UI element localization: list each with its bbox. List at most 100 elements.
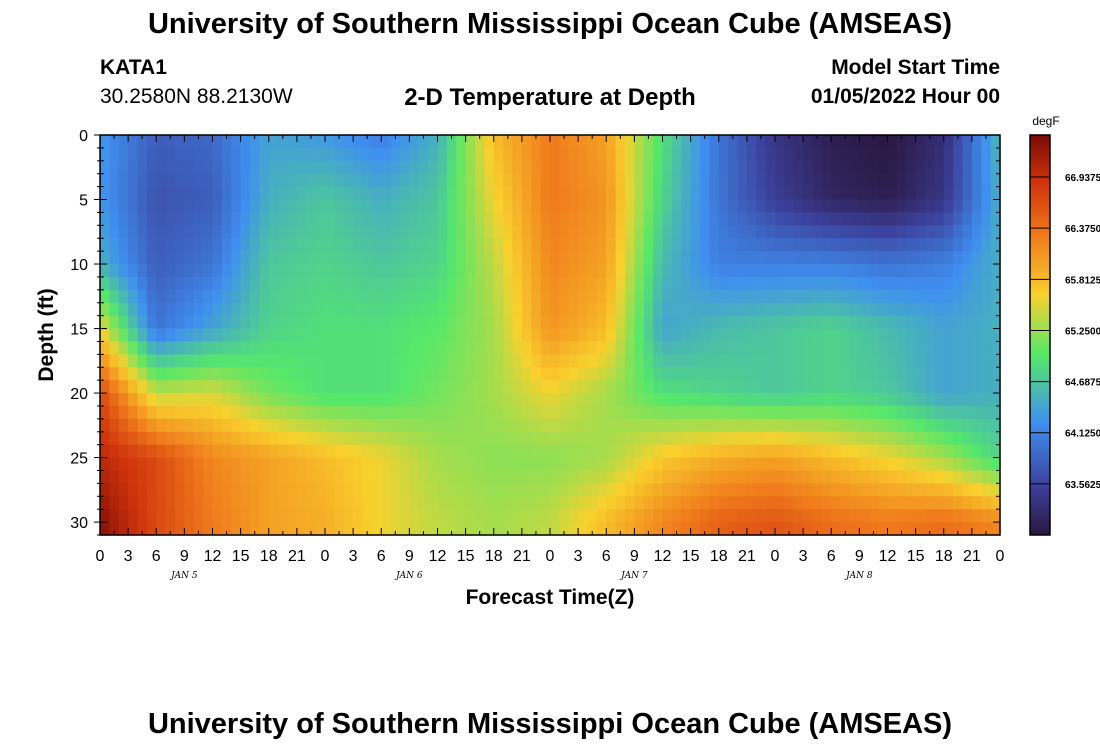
heatmap-cell — [540, 276, 551, 291]
heatmap-cell — [896, 199, 907, 214]
heatmap-cell — [690, 251, 701, 265]
heatmap-cell — [906, 509, 917, 523]
heatmap-cell — [878, 302, 889, 317]
heatmap-cell — [681, 276, 692, 291]
heatmap-cell — [493, 341, 504, 355]
heatmap-cell — [100, 186, 110, 201]
heatmap-cell — [381, 302, 392, 317]
heatmap-cell — [231, 173, 242, 188]
heatmap-cell — [821, 186, 832, 201]
heatmap-cell — [784, 418, 795, 433]
heatmap-cell — [718, 173, 729, 188]
heatmap-cell — [728, 135, 739, 149]
heatmap-cell — [325, 496, 335, 510]
heatmap-cell — [718, 496, 729, 510]
heatmap-cell — [756, 160, 767, 175]
heatmap-cell — [437, 264, 448, 278]
heatmap-cell — [540, 160, 551, 175]
heatmap-cell — [700, 251, 710, 265]
heatmap-cell — [662, 405, 673, 420]
heatmap-cell — [128, 405, 139, 420]
heatmap-cell — [793, 147, 804, 162]
heatmap-cell — [550, 251, 560, 265]
heatmap-cell — [559, 509, 570, 523]
heatmap-cell — [793, 354, 804, 368]
heatmap-cell — [446, 302, 457, 317]
heatmap-cell — [100, 367, 110, 381]
heatmap-cell — [803, 405, 814, 420]
heatmap-cell — [653, 289, 664, 304]
heatmap-cell — [662, 418, 673, 433]
heatmap-cell — [643, 251, 654, 265]
heatmap-cell — [587, 418, 598, 433]
heatmap-cell — [812, 341, 823, 355]
heatmap-cell — [146, 509, 157, 523]
heatmap-cell — [221, 289, 232, 304]
heatmap-cell — [596, 264, 607, 278]
heatmap-cell — [381, 496, 392, 510]
heatmap-cell — [887, 393, 898, 407]
heatmap-cell — [925, 393, 935, 407]
heatmap-cell — [221, 457, 232, 472]
heatmap-cell — [446, 289, 457, 304]
heatmap-cell — [296, 289, 307, 304]
heatmap-cell — [521, 483, 532, 497]
heatmap-cell — [268, 509, 279, 523]
heatmap-cell — [381, 160, 392, 175]
heatmap-cell — [446, 212, 457, 226]
heatmap-cell — [390, 289, 401, 304]
heatmap-cell — [400, 483, 410, 497]
heatmap-cell — [193, 509, 204, 523]
heatmap-cell — [250, 289, 260, 304]
heatmap-cell — [146, 354, 157, 368]
heatmap-cell — [765, 328, 776, 343]
heatmap-cell — [737, 496, 748, 510]
heatmap-cell — [906, 393, 917, 407]
heatmap-cell — [521, 225, 532, 239]
heatmap-cell — [737, 470, 748, 484]
heatmap-cell — [840, 199, 851, 214]
heatmap-cell — [250, 496, 260, 510]
heatmap-cell — [643, 212, 654, 226]
heatmap-cell — [212, 276, 223, 291]
heatmap-cell — [831, 470, 842, 484]
heatmap-cell — [156, 418, 167, 433]
heatmap-cell — [606, 509, 617, 523]
heatmap-cell — [840, 418, 851, 433]
heatmap-cell — [990, 470, 1001, 484]
heatmap-cell — [925, 276, 935, 291]
heatmap-cell — [456, 380, 467, 394]
heatmap-cell — [700, 367, 710, 381]
heatmap-cell — [587, 393, 598, 407]
heatmap-cell — [990, 238, 1001, 252]
heatmap-cell — [250, 522, 260, 536]
heatmap-cell — [353, 135, 364, 149]
heatmap-cell — [943, 431, 954, 446]
heatmap-cell — [868, 302, 879, 317]
heatmap-cell — [100, 341, 110, 355]
heatmap-cell — [371, 173, 382, 188]
heatmap-cell — [887, 522, 898, 536]
heatmap-cell — [456, 251, 467, 265]
heatmap-cell — [512, 289, 523, 304]
heatmap-cell — [118, 405, 129, 420]
heatmap-cell — [700, 302, 710, 317]
heatmap-cell — [606, 341, 617, 355]
heatmap-cell — [643, 418, 654, 433]
heatmap-cell — [784, 238, 795, 252]
heatmap-cell — [503, 212, 514, 226]
heatmap-cell — [343, 315, 354, 330]
heatmap-cell — [887, 496, 898, 510]
heatmap-cell — [971, 289, 982, 304]
heatmap-cell — [390, 160, 401, 175]
heatmap-cell — [709, 199, 720, 214]
heatmap-cell — [446, 315, 457, 330]
heatmap-cell — [456, 470, 467, 484]
heatmap-cell — [240, 315, 251, 330]
heatmap-cell — [746, 328, 757, 343]
heatmap-cell — [887, 289, 898, 304]
heatmap-cell — [278, 341, 289, 355]
heatmap-cell — [906, 496, 917, 510]
heatmap-cell — [409, 354, 420, 368]
heatmap-cell — [540, 431, 551, 446]
